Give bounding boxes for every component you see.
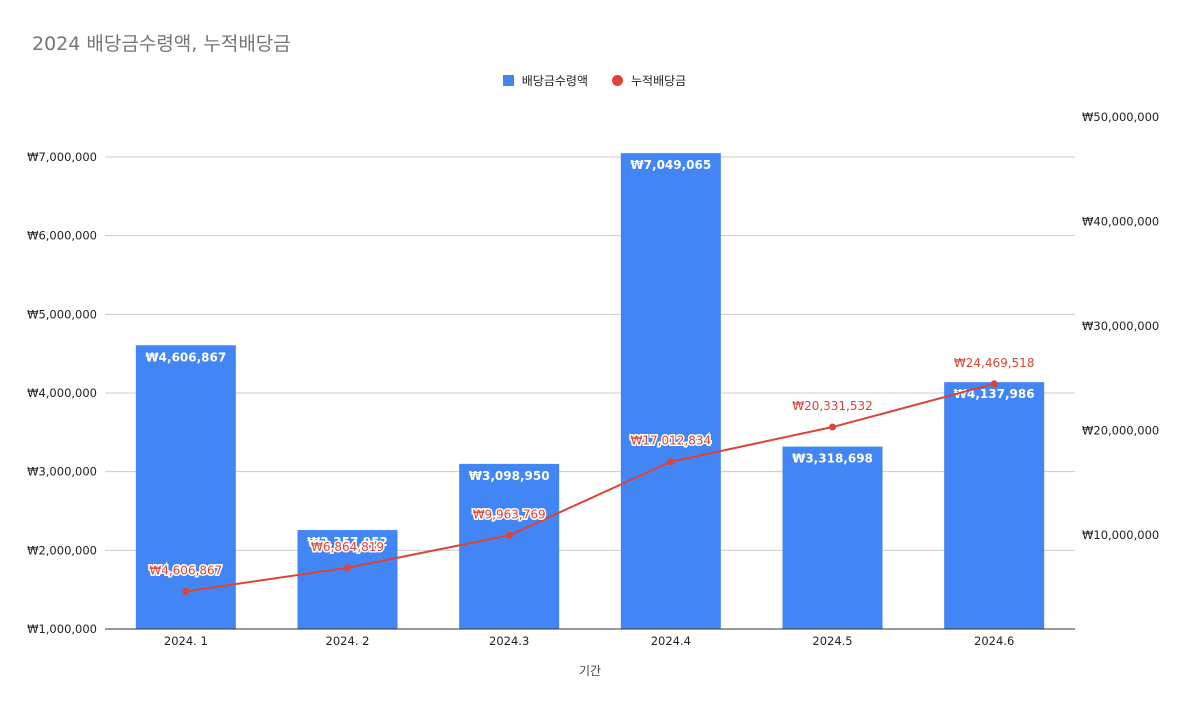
legend-entry-line[interactable]: 누적배당금: [612, 72, 686, 89]
x-axis-title: 기간: [579, 664, 601, 678]
legend: 배당금수령액 누적배당금: [0, 72, 1189, 89]
bar: [782, 446, 883, 629]
x-tick-label: 2024.4: [651, 634, 691, 648]
chart-title: 2024 배당금수령액, 누적배당금: [32, 33, 291, 55]
series-line: [185, 382, 995, 593]
line-point: [505, 531, 513, 539]
bar: [459, 463, 560, 629]
right-tick-label: ₩50,000,000: [1082, 110, 1159, 124]
bar-data-label: ₩4,606,867: [145, 350, 226, 364]
bar-data-label: ₩3,098,950: [469, 469, 550, 483]
line-data-label: ₩9,963,769: [473, 507, 546, 521]
line-point: [990, 380, 998, 388]
line-data-label: ₩6,864,819: [311, 540, 384, 554]
line-point: [182, 587, 190, 595]
line-point: [829, 423, 836, 431]
legend-label-line: 누적배당금: [631, 74, 687, 88]
bar-data-label: ₩7,049,065: [630, 158, 711, 172]
line-data-label: ₩24,469,518: [954, 356, 1035, 370]
line-data-label: ₩4,606,867: [149, 563, 222, 577]
left-tick-label: ₩1,000,000: [27, 622, 97, 636]
bar: [135, 345, 236, 629]
legend-label-bar: 배당금수령액: [521, 74, 589, 88]
left-tick-label: ₩3,000,000: [27, 465, 97, 479]
legend-entry-bar[interactable]: 배당금수령액: [502, 72, 589, 89]
bar: [944, 382, 1045, 629]
x-tick-label: 2024.5: [812, 634, 852, 648]
line-point: [667, 458, 675, 466]
line-data-label: ₩20,331,532: [792, 399, 873, 413]
x-tick-label: 2024.3: [489, 634, 529, 648]
right-tick-label: ₩40,000,000: [1082, 215, 1159, 229]
left-tick-label: ₩5,000,000: [27, 307, 97, 321]
right-tick-label: ₩10,000,000: [1082, 528, 1159, 542]
legend-square-icon: [502, 75, 514, 86]
bar-data-label: ₩4,137,986: [954, 387, 1035, 401]
line-data-label: ₩17,012,834: [631, 434, 712, 448]
left-tick-label: ₩2,000,000: [27, 543, 97, 557]
legend-circle-icon: [612, 75, 624, 86]
bar-data-label: ₩3,318,698: [792, 452, 873, 466]
left-tick-label: ₩4,000,000: [27, 386, 97, 400]
x-tick-label: 2024. 2: [326, 634, 370, 648]
x-tick-label: 2024. 1: [164, 634, 208, 648]
bar: [620, 153, 721, 630]
left-tick-label: ₩6,000,000: [27, 229, 97, 243]
left-tick-label: ₩7,000,000: [27, 150, 97, 164]
x-tick-label: 2024.6: [974, 634, 1014, 648]
right-tick-label: ₩30,000,000: [1082, 319, 1159, 333]
bar: [297, 530, 398, 629]
right-tick-label: ₩20,000,000: [1082, 424, 1159, 438]
bar-data-label: ₩2,257,952: [307, 535, 388, 549]
line-point: [344, 564, 351, 572]
